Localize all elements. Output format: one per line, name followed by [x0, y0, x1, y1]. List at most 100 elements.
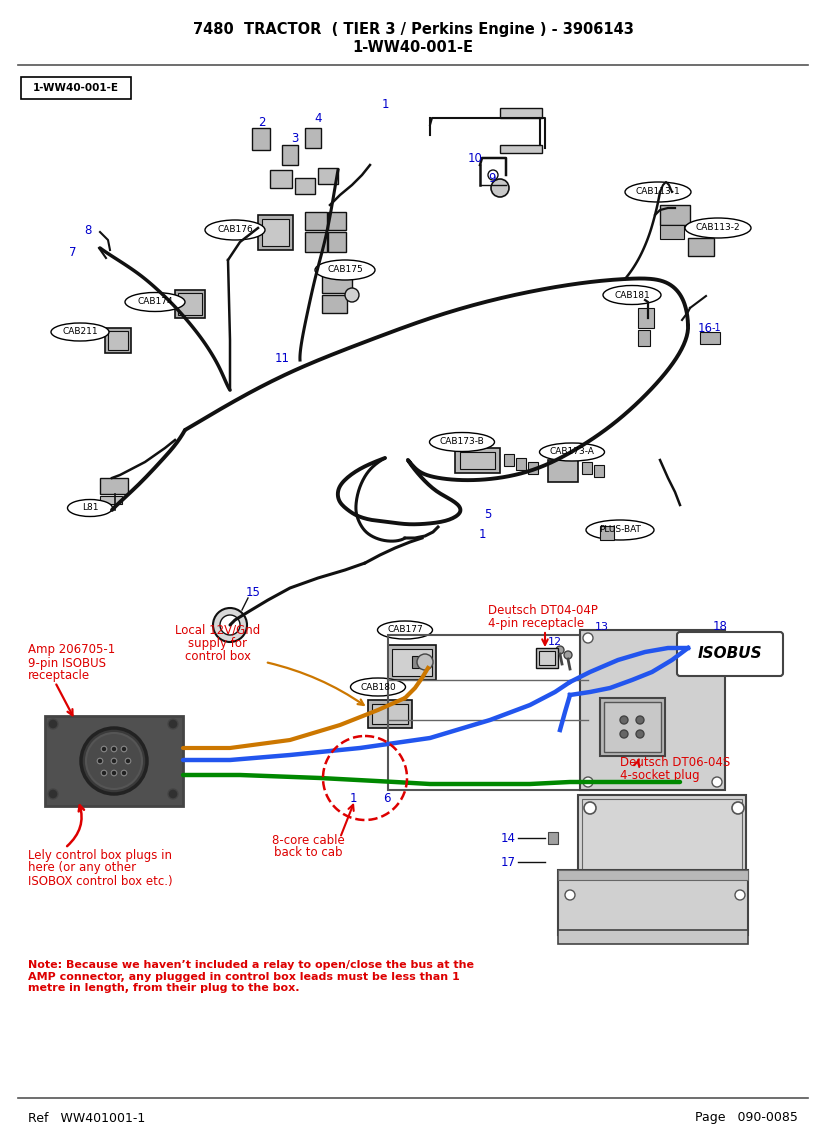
Bar	[175, 290, 205, 318]
Circle shape	[732, 872, 744, 884]
Text: ISOBUS: ISOBUS	[698, 646, 762, 661]
Bar	[558, 870, 748, 880]
Text: 8: 8	[84, 223, 92, 236]
Text: 17: 17	[501, 855, 515, 869]
Ellipse shape	[377, 621, 433, 640]
Text: 16: 16	[698, 321, 713, 334]
Circle shape	[417, 654, 433, 670]
Text: CAB113-2: CAB113-2	[695, 223, 740, 233]
Text: 9-pin ISOBUS: 9-pin ISOBUS	[28, 657, 106, 669]
Text: Deutsch DT06-04S: Deutsch DT06-04S	[620, 756, 730, 768]
Bar	[455, 448, 500, 473]
Bar	[688, 238, 714, 256]
Text: Amp 206705-1: Amp 206705-1	[28, 643, 116, 657]
Text: 7480  TRACTOR  ( TIER 3 / Perkins Engine ) - 3906143: 7480 TRACTOR ( TIER 3 / Perkins Engine )…	[192, 22, 634, 36]
Text: here (or any other: here (or any other	[28, 862, 136, 874]
Text: 1: 1	[478, 529, 486, 542]
Text: 2: 2	[259, 115, 266, 129]
Bar	[328, 212, 346, 230]
Text: 12: 12	[548, 637, 562, 648]
Text: Lely control box plugs in: Lely control box plugs in	[28, 848, 172, 862]
Text: 4-pin receptacle: 4-pin receptacle	[488, 617, 584, 629]
Text: PLUS-BAT: PLUS-BAT	[599, 526, 641, 535]
Circle shape	[636, 730, 644, 738]
Circle shape	[712, 777, 722, 787]
Bar	[638, 329, 650, 347]
Text: Deutsch DT04-04P: Deutsch DT04-04P	[488, 603, 598, 617]
Text: 7: 7	[69, 245, 77, 259]
Circle shape	[86, 733, 142, 789]
Text: L81: L81	[82, 504, 98, 513]
Bar	[305, 233, 327, 252]
Text: Note: Because we haven’t included a relay to open/close the bus at the
AMP conne: Note: Because we haven’t included a rela…	[28, 960, 474, 993]
Circle shape	[112, 771, 116, 776]
Circle shape	[220, 614, 240, 635]
Bar	[528, 462, 538, 474]
Circle shape	[584, 872, 596, 884]
Bar	[700, 332, 720, 344]
Text: 8-core cable: 8-core cable	[272, 833, 344, 847]
Bar	[45, 716, 183, 806]
Bar	[580, 630, 725, 790]
Text: 4: 4	[314, 112, 322, 124]
Bar	[500, 145, 542, 153]
Circle shape	[583, 777, 593, 787]
Bar	[322, 295, 347, 314]
Circle shape	[620, 716, 628, 724]
Bar	[582, 462, 592, 474]
Text: Local 12V/Gnd: Local 12V/Gnd	[175, 624, 261, 636]
Circle shape	[712, 633, 722, 643]
Text: CAB181: CAB181	[614, 291, 650, 300]
Ellipse shape	[205, 220, 265, 241]
Bar	[504, 454, 514, 466]
Text: 1-WW40-001-E: 1-WW40-001-E	[33, 83, 119, 93]
Text: CAB211: CAB211	[62, 327, 97, 336]
Bar	[388, 645, 436, 679]
Circle shape	[48, 719, 58, 728]
Text: ISOBOX control box etc.): ISOBOX control box etc.)	[28, 874, 173, 888]
Circle shape	[168, 789, 178, 799]
Text: CAB180: CAB180	[360, 683, 396, 692]
Text: 1: 1	[349, 791, 357, 805]
Bar	[372, 705, 408, 724]
Bar	[539, 651, 555, 665]
Bar	[548, 461, 578, 482]
Bar	[295, 178, 315, 194]
Circle shape	[102, 747, 107, 751]
Circle shape	[564, 651, 572, 659]
Circle shape	[732, 803, 744, 814]
Bar	[638, 308, 654, 328]
Bar	[594, 465, 604, 477]
Text: Page   090-0085: Page 090-0085	[695, 1112, 798, 1124]
Ellipse shape	[539, 443, 605, 461]
Text: 18: 18	[713, 620, 728, 634]
Bar	[582, 799, 742, 891]
Circle shape	[112, 758, 116, 764]
Bar	[368, 700, 412, 728]
Text: CAB173-B: CAB173-B	[439, 438, 484, 447]
Text: 14: 14	[501, 831, 515, 845]
Text: control box: control box	[185, 650, 251, 662]
Text: CAB113-1: CAB113-1	[636, 187, 681, 196]
Circle shape	[97, 758, 102, 764]
Bar	[105, 328, 131, 353]
Circle shape	[565, 890, 575, 899]
Bar	[536, 648, 558, 668]
Circle shape	[345, 288, 359, 302]
Circle shape	[112, 747, 116, 751]
Text: supply for: supply for	[188, 636, 248, 650]
Bar	[412, 656, 426, 668]
FancyBboxPatch shape	[677, 632, 783, 676]
Circle shape	[126, 758, 131, 764]
Bar	[178, 293, 202, 315]
Text: 1: 1	[382, 98, 389, 111]
Bar	[600, 526, 614, 540]
Circle shape	[583, 633, 593, 643]
Bar	[282, 145, 298, 165]
Text: -1: -1	[712, 323, 722, 333]
Text: 9: 9	[488, 171, 496, 185]
Circle shape	[636, 716, 644, 724]
Circle shape	[620, 730, 628, 738]
Circle shape	[213, 608, 247, 642]
Bar	[558, 930, 748, 944]
